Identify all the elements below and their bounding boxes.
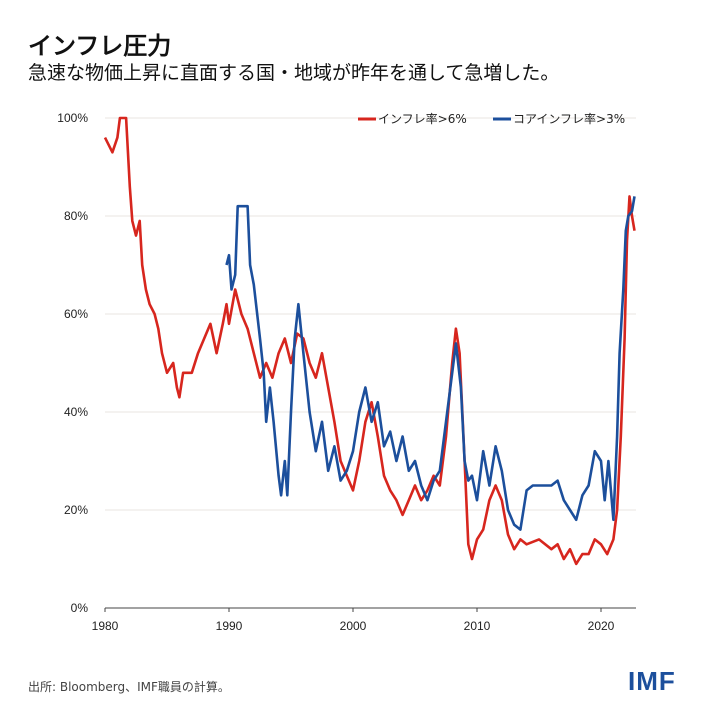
chart-title: インフレ圧力 [28, 32, 172, 60]
y-tick-label: 20% [64, 503, 88, 517]
y-tick-label: 80% [64, 209, 88, 223]
y-tick-label: 0% [71, 601, 89, 615]
x-tick-label: 1980 [92, 619, 119, 633]
series-line-1 [103, 116, 636, 566]
y-tick-label: 40% [64, 405, 88, 419]
x-tick-label: 1990 [216, 619, 243, 633]
legend-label: コアインフレ率>3% [513, 111, 625, 126]
y-tick-label: 60% [64, 307, 88, 321]
legend-label: インフレ率>6% [378, 111, 467, 126]
x-tick-label: 2020 [588, 619, 615, 633]
imf-logo: IMF [628, 666, 676, 696]
series-line-2 [225, 196, 636, 531]
x-tick-label: 2000 [340, 619, 367, 633]
source-note: 出所: Bloomberg、IMF職員の計算。 [28, 680, 230, 694]
y-tick-label: 100% [57, 111, 88, 125]
chart-subtitle: 急速な物価上昇に直面する国・地域が昨年を通して急増した。 [28, 62, 560, 84]
x-tick-label: 2010 [464, 619, 491, 633]
